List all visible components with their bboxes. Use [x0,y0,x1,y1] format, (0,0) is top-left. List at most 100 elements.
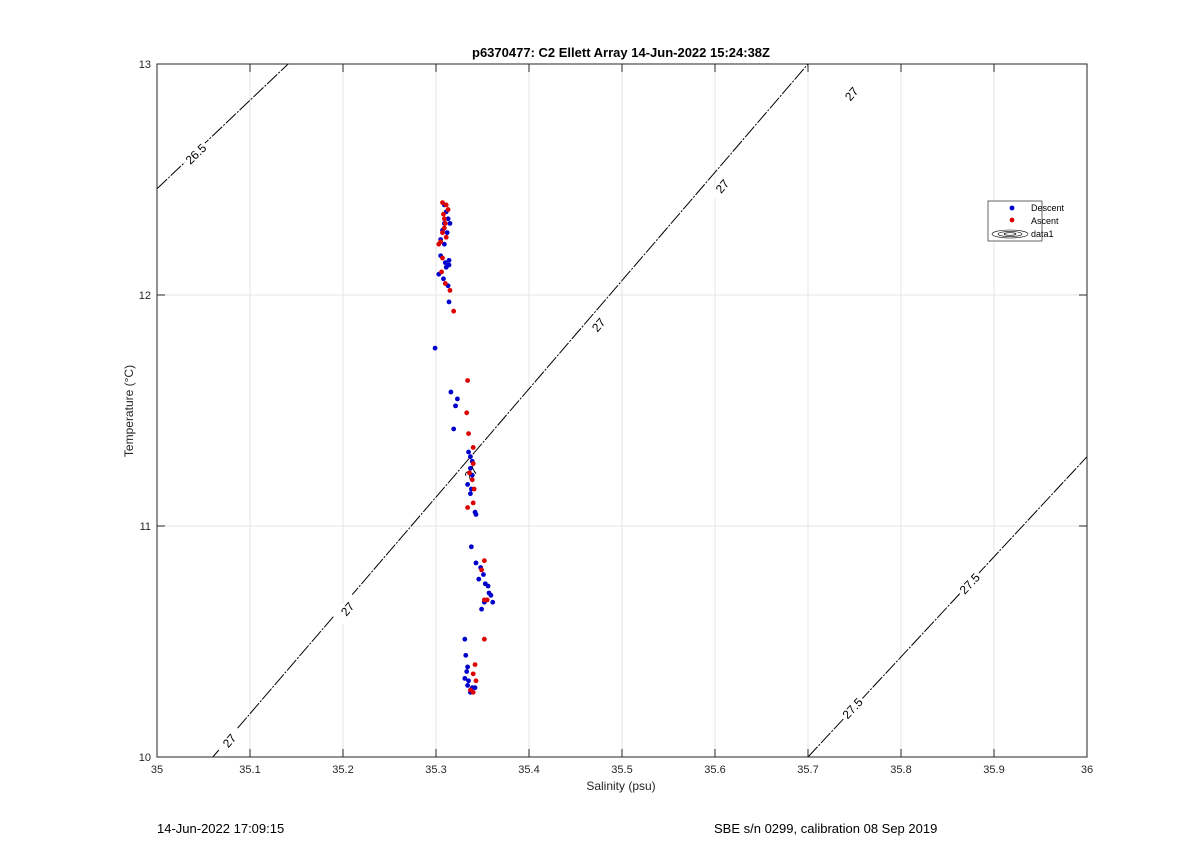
ascent-point [441,225,447,231]
ascent-point [464,410,470,416]
legend[interactable]: Descent Ascent data1 [987,200,1065,242]
x-tick-label: 35.3 [425,764,446,776]
contour-label-gap [181,139,212,169]
ascent-point [473,678,479,684]
contour-line-26-5 [156,63,289,190]
ascent-point [451,308,457,314]
descent-point [445,216,451,222]
footer-instrument: SBE s/n 0299, calibration 08 Sep 2019 [714,821,938,836]
descent-point [479,606,484,612]
y-axis-title: Temperature (°C) [122,365,136,457]
tick-labels: 35 35.1 35.2 35.3 35.4 35.5 35.6 35.7 35.8 35.9 36… [139,59,1093,776]
y-tick-label: 11 [140,521,151,533]
legend-ascent-marker [1009,217,1015,223]
x-tick-label: 35.4 [518,764,539,776]
ascent-point [440,200,445,206]
y-tick-label: 13 [139,59,151,71]
ascent-point [481,636,487,642]
footer-date: 14-Jun-2022 17:09:15 [157,821,285,836]
descent-point [476,576,482,582]
descent-point [432,345,438,351]
contour-label-gap [584,309,614,341]
ascent-point [471,486,477,492]
legend-box [987,200,1043,242]
ascent-point [484,597,490,603]
x-tick-label: 35.2 [332,764,353,776]
ascent-point [441,216,447,222]
x-tick-label: 35.1 [239,764,260,776]
ascent-point [442,220,448,226]
descent-point [473,560,479,566]
descent-point [465,682,471,688]
descent-series [432,202,496,695]
descent-point [465,664,471,670]
descent-point [446,262,452,268]
ascent-point [470,689,476,695]
descent-point [490,599,496,605]
contour-label-gap [333,593,363,625]
x-tick-label: 35.9 [983,764,1004,776]
ascent-point [466,431,471,436]
chart-title: p6370477: C2 Ellett Array 14-Jun-2022 15… [472,45,770,60]
legend-descent-marker [1009,205,1015,211]
descent-point [468,491,473,497]
ascent-point [469,477,475,483]
descent-point [442,260,448,266]
ascent-point [439,269,444,275]
ascent-series [436,200,490,695]
descent-point [466,449,471,455]
x-tick-label: 35.5 [611,764,632,776]
x-tick-label: 36 [1081,764,1093,776]
descent-point [444,230,450,236]
ascent-point [470,500,476,506]
ascent-point [443,234,449,240]
descent-point [446,299,452,305]
ascent-point [445,207,451,212]
ascent-point [442,281,448,286]
ascent-point [441,211,446,217]
contour-label-gap [837,693,868,724]
x-tick-label: 35.6 [704,764,725,776]
x-tick-label: 35.7 [797,764,818,776]
descent-point [447,220,453,226]
legend-descent-label: Descent [1031,203,1065,213]
ascent-point [470,445,476,450]
ascent-point [470,671,476,677]
descent-point [462,676,468,681]
descent-point [481,572,486,577]
ascent-point [481,558,487,564]
descent-point [466,678,471,684]
contour-line-27 [212,63,809,758]
descent-point [441,276,446,282]
grid-lines [156,63,1088,758]
descent-point [454,396,460,402]
ascent-point [465,378,471,383]
y-tick-label: 12 [139,290,151,302]
contour-label-gap [215,725,244,757]
descent-point [465,482,471,487]
descent-point [451,426,457,432]
ascent-point [472,662,478,667]
descent-point [485,583,491,589]
legend-data1-label: data1 [1031,229,1054,239]
legend-contour-icon [991,229,1029,239]
contour-label-gap [837,78,867,110]
axes [156,63,1088,758]
descent-point [488,592,494,598]
ascent-point [467,470,472,476]
x-tick-label: 35 [151,764,163,776]
descent-point [472,685,478,691]
descent-point [446,257,452,263]
descent-point [464,669,470,674]
x-axis-title: Salinity (psu) [586,779,655,793]
contour-label-gap [955,568,985,599]
legend-ascent-label: Ascent [1031,216,1059,226]
descent-point [462,636,468,642]
ascent-point [479,567,484,573]
descent-point [468,454,473,460]
descent-point [468,465,473,471]
ascent-point [470,461,476,467]
ascent-point [443,202,449,208]
contour-label-gap [708,171,737,202]
